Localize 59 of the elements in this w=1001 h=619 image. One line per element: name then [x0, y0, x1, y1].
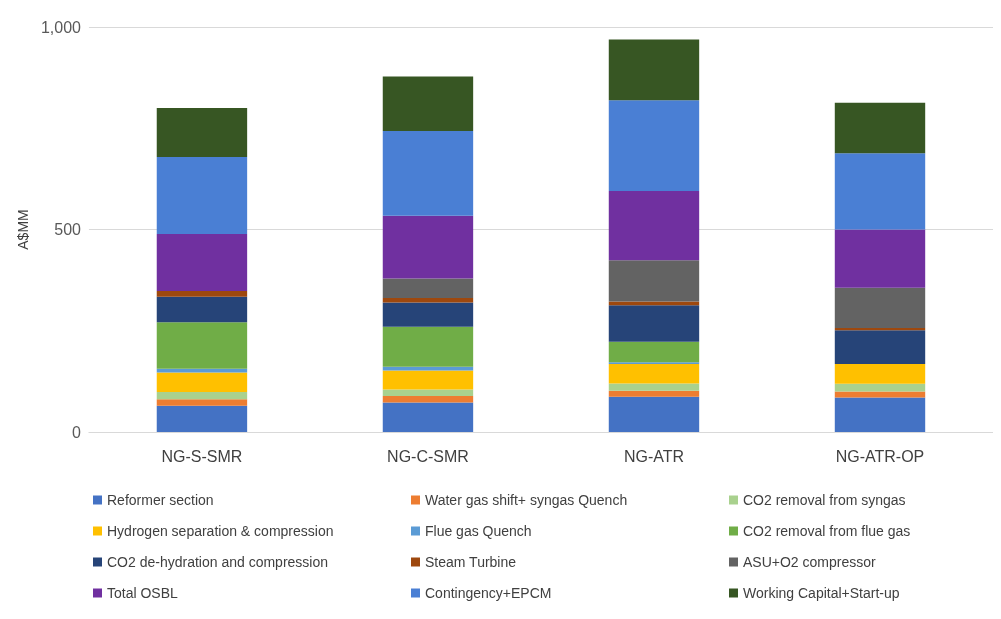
bar [608, 260, 700, 302]
legend-label: Contingency+EPCM [425, 585, 552, 601]
bar [156, 372, 248, 392]
legend-label: Hydrogen separation & compression [107, 523, 334, 539]
bar [834, 363, 926, 384]
bar [608, 390, 700, 397]
bar [382, 215, 474, 279]
bar [382, 326, 474, 367]
y-axis-title: A$MM [15, 209, 31, 250]
bar [834, 229, 926, 288]
bar [834, 391, 926, 398]
bar [382, 370, 474, 390]
bar [382, 278, 474, 298]
legend-label: CO2 removal from flue gas [743, 523, 911, 539]
bar [156, 391, 248, 400]
legend-label: Water gas shift+ syngas Quench [425, 492, 628, 508]
legend-label: Reformer section [107, 492, 214, 508]
bar [382, 76, 474, 132]
bar [608, 305, 700, 342]
bar [156, 399, 248, 406]
x-tick-label: NG-S-SMR [161, 447, 243, 465]
bar [382, 402, 474, 432]
y-tick-label: 1,000 [40, 18, 82, 36]
bar [156, 157, 248, 234]
x-tick-label: NG-ATR [623, 447, 685, 465]
bar [608, 383, 700, 391]
bar [156, 296, 248, 323]
bar [608, 39, 700, 101]
bar [608, 363, 700, 384]
bar [382, 302, 474, 327]
x-tick-label: NG-ATR-OP [835, 447, 925, 465]
legend-label: Working Capital+Start-up [743, 585, 900, 601]
bar [608, 396, 700, 432]
bar [156, 322, 248, 369]
legend-label: Total OSBL [107, 585, 179, 601]
bar [156, 291, 248, 297]
legend-label: CO2 de-hydration and compression [107, 554, 329, 570]
x-tick-label: NG-C-SMR [387, 447, 469, 465]
y-tick-label: 0 [72, 423, 82, 441]
bar [156, 108, 248, 158]
bar [608, 191, 700, 261]
bar [834, 397, 926, 432]
bar [382, 131, 474, 216]
bar [834, 287, 926, 328]
bar [834, 153, 926, 230]
legend-label: Flue gas Quench [425, 523, 532, 539]
legend-label: CO2 removal from syngas [743, 492, 906, 508]
bar [834, 383, 926, 392]
bar [382, 389, 474, 396]
bar [608, 100, 700, 192]
bar [382, 395, 474, 403]
bar [608, 341, 700, 363]
legend-label: Steam Turbine [425, 554, 517, 570]
bar [834, 330, 926, 364]
y-tick-label: 500 [54, 221, 82, 238]
bar [834, 102, 926, 154]
bar [156, 405, 248, 432]
legend-label: ASU+O2 compressor [743, 554, 876, 570]
bar [156, 233, 248, 292]
